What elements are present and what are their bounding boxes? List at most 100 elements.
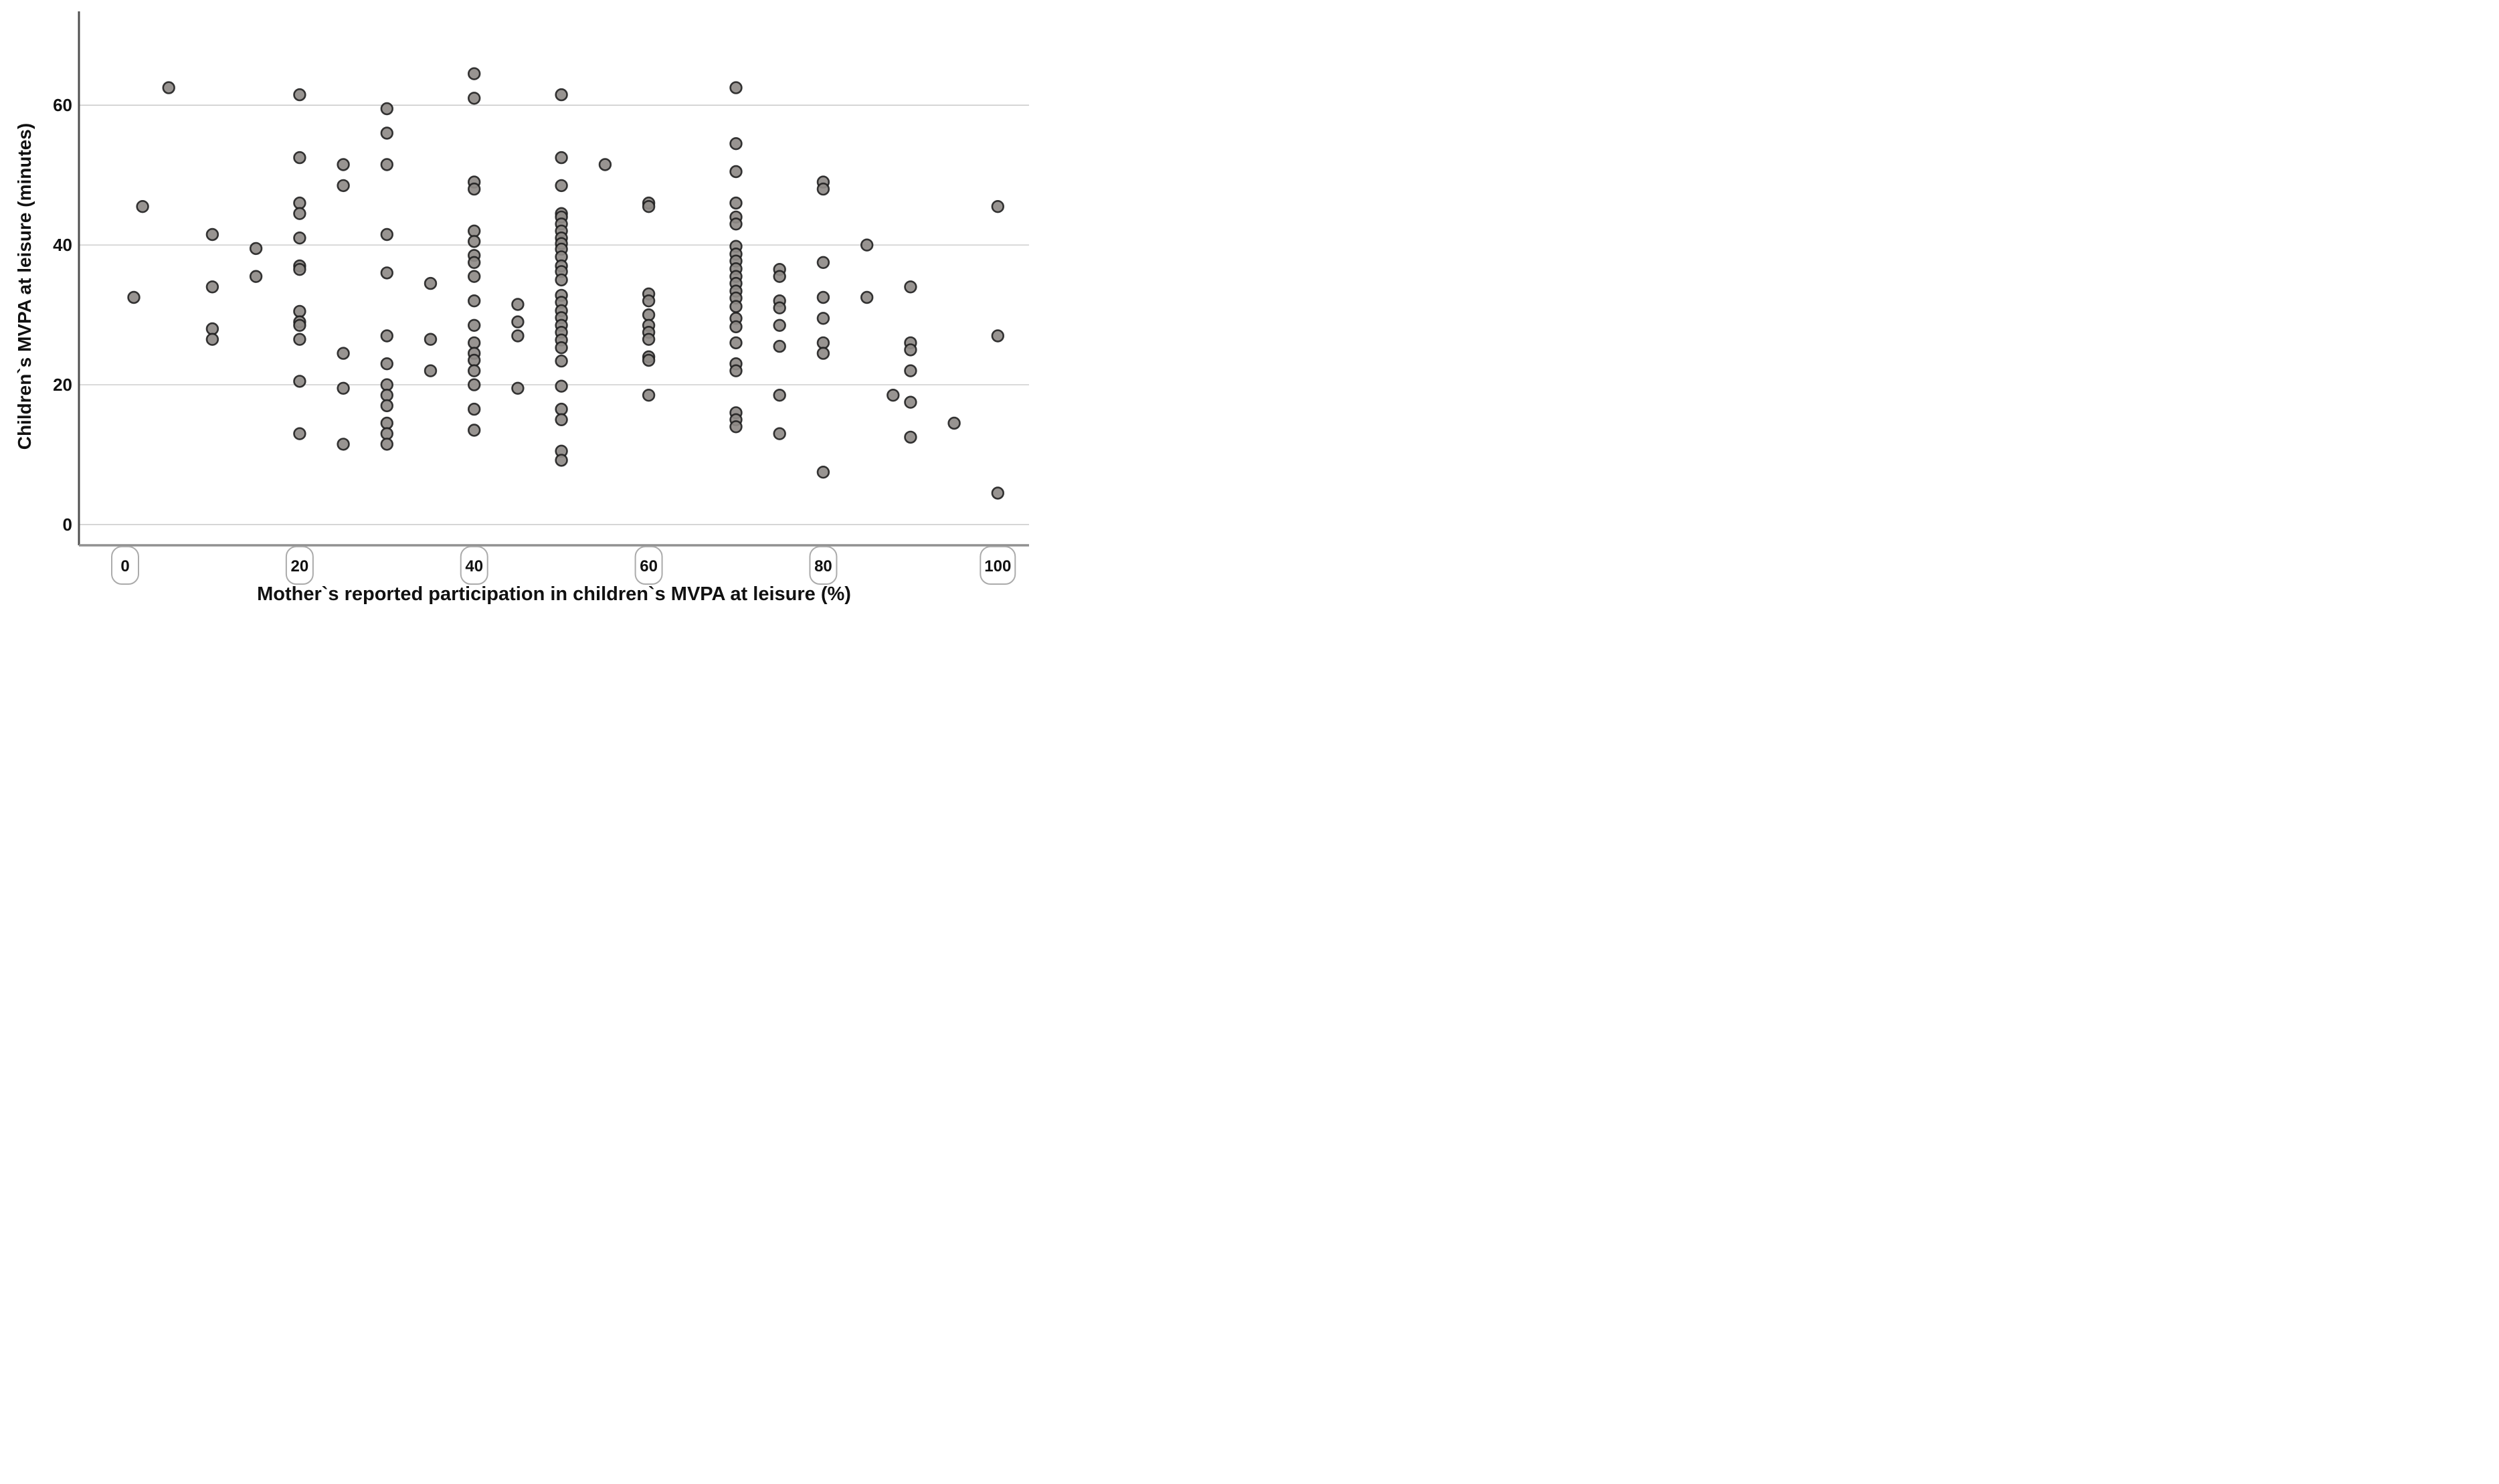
data-point xyxy=(729,196,743,210)
data-point xyxy=(555,379,568,393)
data-point xyxy=(555,151,568,165)
y-axis-title: Children`s MVPA at leisure (minutes) xyxy=(14,122,35,450)
data-point xyxy=(205,322,219,336)
data-point xyxy=(380,388,393,402)
data-point xyxy=(467,294,481,308)
data-point xyxy=(511,315,525,329)
data-point xyxy=(467,318,481,332)
data-point xyxy=(293,207,306,220)
data-point xyxy=(127,290,141,304)
data-point xyxy=(337,381,350,395)
data-point xyxy=(816,336,830,350)
data-point xyxy=(773,318,786,332)
data-point xyxy=(380,427,393,440)
x-tick-box-20 xyxy=(285,546,314,585)
data-point xyxy=(136,200,149,213)
data-point xyxy=(380,158,393,171)
data-point xyxy=(555,413,568,426)
data-point xyxy=(380,378,393,391)
data-point xyxy=(991,486,1005,500)
data-point xyxy=(816,347,830,360)
y-tick-label-20: 20 xyxy=(53,375,72,395)
data-point xyxy=(205,333,219,346)
x-tick-box-100 xyxy=(980,546,1016,585)
data-point xyxy=(467,67,481,80)
data-point xyxy=(467,378,481,391)
x-axis-title: Mother`s reported participation in child… xyxy=(257,583,851,605)
data-point xyxy=(947,416,961,430)
data-point xyxy=(467,224,481,238)
data-point xyxy=(380,329,393,343)
data-point xyxy=(555,88,568,102)
data-point xyxy=(467,353,481,367)
data-point xyxy=(467,364,481,377)
data-point xyxy=(337,438,350,451)
data-point xyxy=(729,364,743,377)
data-point xyxy=(511,329,525,343)
data-point xyxy=(424,276,438,290)
y-tick-label-40: 40 xyxy=(53,235,72,255)
data-point xyxy=(729,320,743,334)
data-point xyxy=(424,333,438,346)
data-point xyxy=(642,333,656,346)
data-point xyxy=(467,235,481,248)
x-tick-label-20: 20 xyxy=(291,557,309,575)
x-tick-label-80: 80 xyxy=(814,557,832,575)
data-point xyxy=(337,158,350,171)
data-point xyxy=(293,304,306,318)
data-point xyxy=(511,298,525,311)
data-point xyxy=(991,329,1005,343)
data-point xyxy=(380,227,393,242)
data-point xyxy=(293,88,306,102)
data-point xyxy=(816,182,830,196)
y-tick-label-0: 0 xyxy=(63,515,72,535)
data-point xyxy=(467,336,481,350)
data-point xyxy=(555,402,568,416)
data-point xyxy=(467,424,481,437)
data-point xyxy=(729,137,743,151)
data-point xyxy=(904,364,917,377)
data-point xyxy=(205,227,219,242)
data-point xyxy=(380,438,393,451)
data-point xyxy=(555,179,568,193)
x-tick-label-40: 40 xyxy=(465,557,483,575)
data-point xyxy=(904,395,917,409)
data-point xyxy=(293,263,306,276)
data-point xyxy=(816,256,830,269)
data-point xyxy=(555,454,568,467)
data-point xyxy=(773,270,786,283)
data-point xyxy=(773,301,786,314)
x-tick-box-0 xyxy=(111,546,139,585)
plot-area: 0 20 40 60 0 20 40 60 80 100 xyxy=(53,11,1029,585)
x-tick-label-100: 100 xyxy=(984,557,1011,575)
data-point xyxy=(293,375,306,388)
data-point xyxy=(380,357,393,371)
x-tick-box-80 xyxy=(809,546,838,585)
data-point xyxy=(642,308,656,322)
data-point xyxy=(337,179,350,193)
data-point xyxy=(337,347,350,360)
data-point xyxy=(467,92,481,105)
data-point xyxy=(511,381,525,395)
data-point xyxy=(293,231,306,245)
data-point xyxy=(555,354,568,368)
data-point xyxy=(293,196,306,210)
data-point xyxy=(467,182,481,196)
data-point xyxy=(380,126,393,140)
y-tick-label-60: 60 xyxy=(53,95,72,115)
data-point xyxy=(904,280,917,294)
data-point xyxy=(773,388,786,402)
data-point xyxy=(816,290,830,304)
data-point xyxy=(642,353,656,367)
data-point xyxy=(467,256,481,269)
data-point xyxy=(642,200,656,213)
data-point xyxy=(598,158,612,171)
data-point xyxy=(380,416,393,430)
data-point xyxy=(860,238,874,252)
data-point xyxy=(249,270,263,283)
data-point xyxy=(642,388,656,402)
scatter-plot-figure: 0 20 40 60 0 20 40 60 80 100 Children`s MVPA at l… xyxy=(0,0,1034,614)
data-point xyxy=(729,300,743,313)
data-point xyxy=(816,465,830,479)
data-point xyxy=(467,270,481,283)
